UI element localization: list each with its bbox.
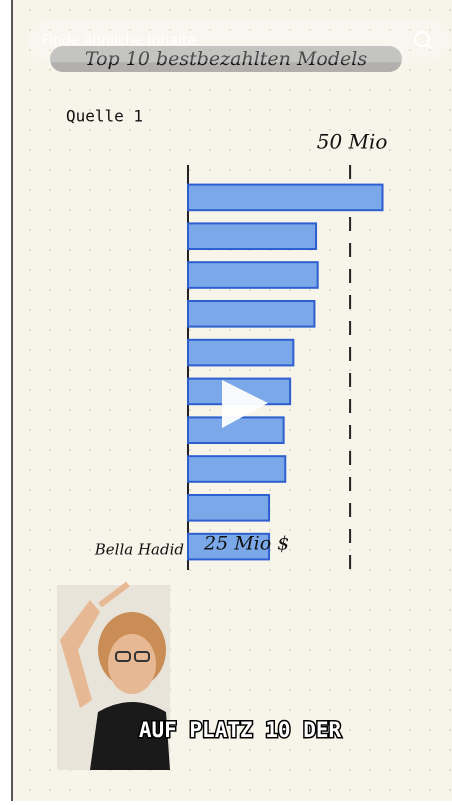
value-label: 25 Mio $ (203, 533, 289, 555)
tick-label: 50 Mio (317, 130, 388, 154)
category-label: Bella Hadid (94, 541, 184, 559)
bar (187, 183, 384, 212)
search-icon[interactable] (414, 31, 433, 50)
bar (187, 532, 271, 561)
person-video (57, 581, 170, 770)
source-label: Quelle 1 (66, 107, 143, 126)
caption: AUF PLATZ 10 DER (139, 718, 342, 742)
bar (187, 299, 316, 328)
search-placeholder[interactable]: Finde ähnliche Inhalte (42, 33, 196, 49)
bar (187, 493, 271, 522)
bar (187, 455, 287, 483)
bar (187, 338, 295, 367)
title-highlight (50, 46, 402, 72)
search-bar[interactable] (27, 19, 451, 63)
bar (187, 261, 319, 289)
play-button[interactable] (222, 380, 268, 428)
bar (187, 222, 318, 251)
chart: 50 Mio Bella Hadid 25 Mio $ (94, 130, 388, 580)
video-title: Top 10 bestbezahlten Models (85, 48, 367, 70)
bar (187, 416, 285, 445)
